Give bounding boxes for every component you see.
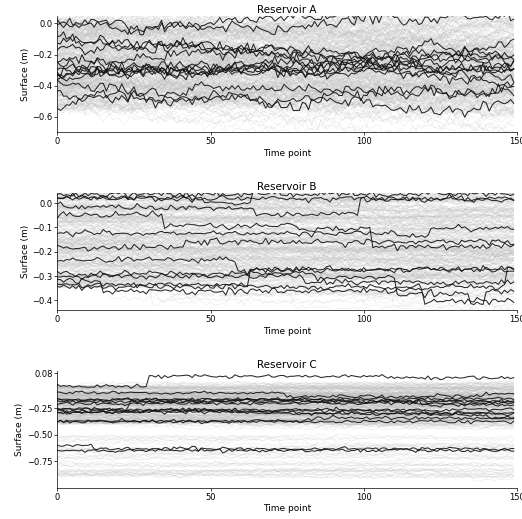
Y-axis label: Surface (m): Surface (m): [20, 225, 30, 278]
Y-axis label: Surface (m): Surface (m): [15, 403, 25, 456]
X-axis label: Time point: Time point: [263, 327, 311, 336]
X-axis label: Time point: Time point: [263, 149, 311, 158]
Title: Reservoir B: Reservoir B: [257, 183, 317, 193]
Title: Reservoir A: Reservoir A: [257, 5, 317, 15]
X-axis label: Time point: Time point: [263, 504, 311, 513]
Title: Reservoir C: Reservoir C: [257, 360, 317, 370]
Y-axis label: Surface (m): Surface (m): [20, 47, 30, 101]
